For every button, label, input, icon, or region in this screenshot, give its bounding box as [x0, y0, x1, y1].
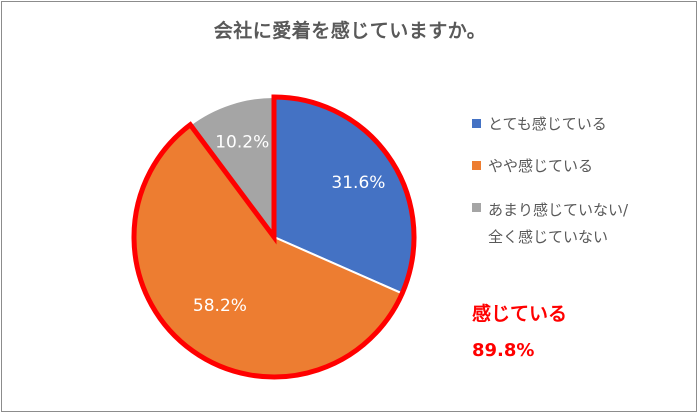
- legend-label-somewhat: やや感じている: [488, 157, 594, 175]
- legend-item-somewhat: やや感じている: [472, 155, 628, 177]
- slice-not-label: 10.2%: [215, 132, 269, 152]
- legend-label-not: あまり感じていない/ 全く感じていない: [488, 201, 629, 246]
- legend-item-very: とても感じている: [472, 113, 628, 135]
- slice-very-label: 31.6%: [331, 173, 385, 193]
- legend-label-very: とても感じている: [488, 115, 607, 133]
- legend-swatch-somewhat: [472, 161, 481, 170]
- callout-value: 89.8%: [472, 340, 535, 361]
- highlight-outline: [131, 94, 417, 380]
- slice-somewhat-label: 58.2%: [193, 296, 247, 316]
- slice-not: [188, 95, 275, 241]
- legend: とても感じている やや感じている あまり感じていない/ 全く感じていない: [472, 113, 628, 271]
- callout-label: 感じている: [472, 303, 568, 325]
- legend-swatch-not: [472, 203, 481, 212]
- feel-callout: 感じている 89.8%: [472, 299, 567, 361]
- chart-title: 会社に愛着を感じていますか。: [213, 20, 487, 42]
- legend-swatch-very: [472, 119, 481, 128]
- legend-item-not: あまり感じていない/ 全く感じていない: [472, 197, 628, 251]
